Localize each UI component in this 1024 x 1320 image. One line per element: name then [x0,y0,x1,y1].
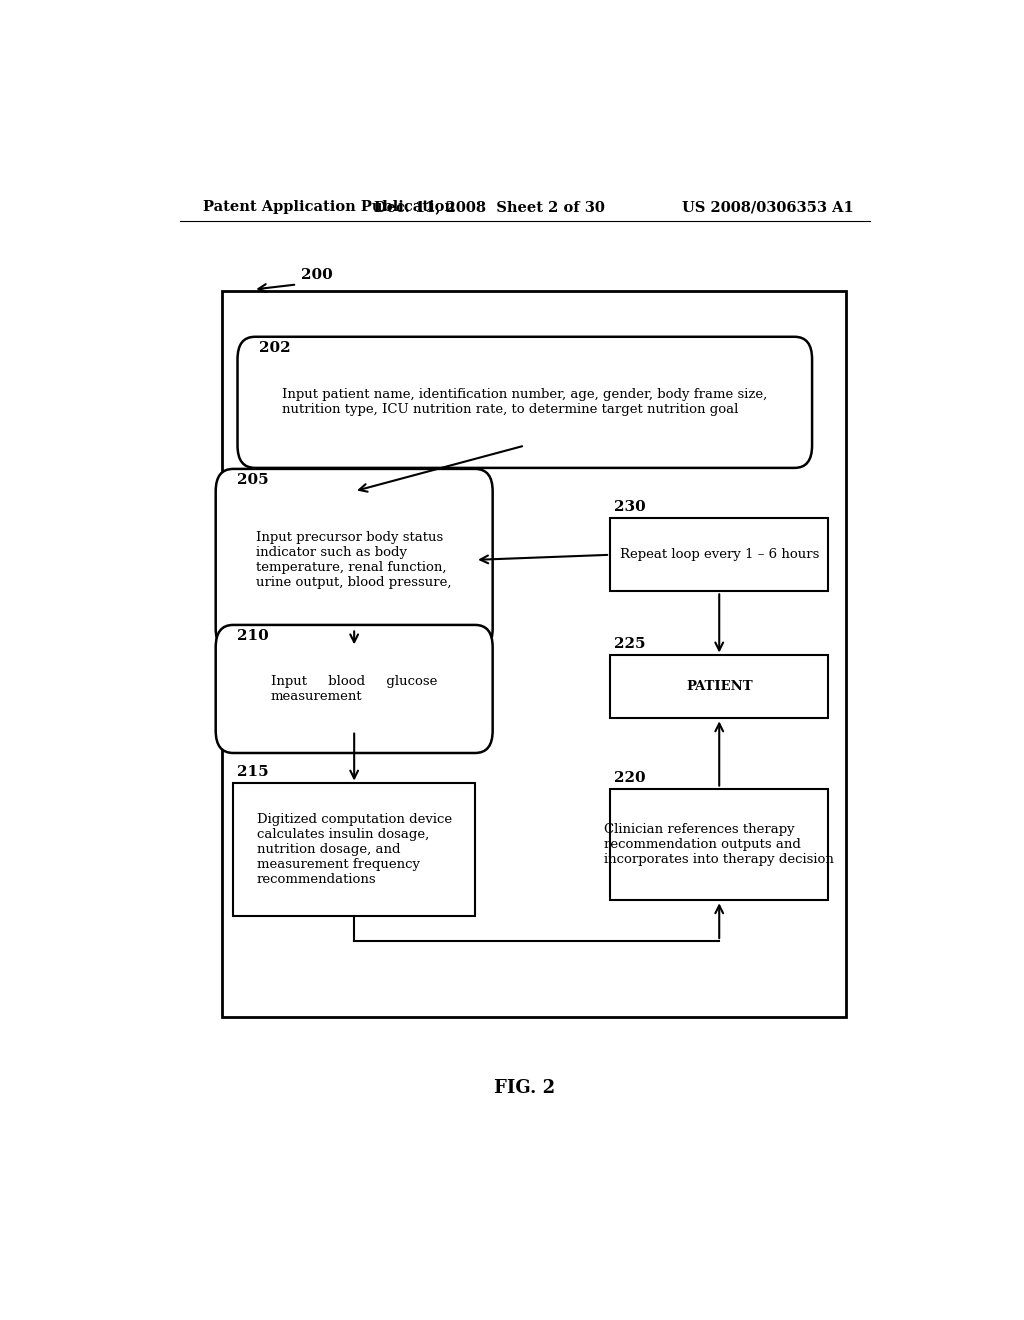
Text: Input precursor body status
indicator such as body
temperature, renal function,
: Input precursor body status indicator su… [256,531,452,589]
Text: 230: 230 [614,500,646,515]
Text: 210: 210 [238,630,269,643]
Text: FIG. 2: FIG. 2 [495,1080,555,1097]
Text: 220: 220 [614,771,646,784]
FancyBboxPatch shape [610,656,828,718]
Text: PATIENT: PATIENT [686,680,753,693]
Text: 225: 225 [614,638,645,651]
Text: 205: 205 [238,473,268,487]
Text: Dec. 11, 2008  Sheet 2 of 30: Dec. 11, 2008 Sheet 2 of 30 [374,201,604,214]
Text: Input     blood     glucose
measurement: Input blood glucose measurement [271,675,437,704]
Text: Digitized computation device
calculates insulin dosage,
nutrition dosage, and
me: Digitized computation device calculates … [257,813,452,886]
Text: Input patient name, identification number, age, gender, body frame size,
nutriti: Input patient name, identification numbe… [283,388,767,416]
FancyBboxPatch shape [610,519,828,591]
Text: 202: 202 [259,341,291,355]
Text: Clinician references therapy
recommendation outputs and
incorporates into therap: Clinician references therapy recommendat… [604,822,835,866]
Text: US 2008/0306353 A1: US 2008/0306353 A1 [682,201,854,214]
FancyBboxPatch shape [216,469,493,651]
FancyBboxPatch shape [233,784,475,916]
Text: 200: 200 [301,268,333,282]
Text: 215: 215 [238,766,268,779]
FancyBboxPatch shape [610,788,828,900]
Text: Repeat loop every 1 – 6 hours: Repeat loop every 1 – 6 hours [620,548,819,561]
FancyBboxPatch shape [221,290,846,1018]
FancyBboxPatch shape [216,624,493,752]
FancyBboxPatch shape [238,337,812,467]
Text: Patent Application Publication: Patent Application Publication [204,201,456,214]
